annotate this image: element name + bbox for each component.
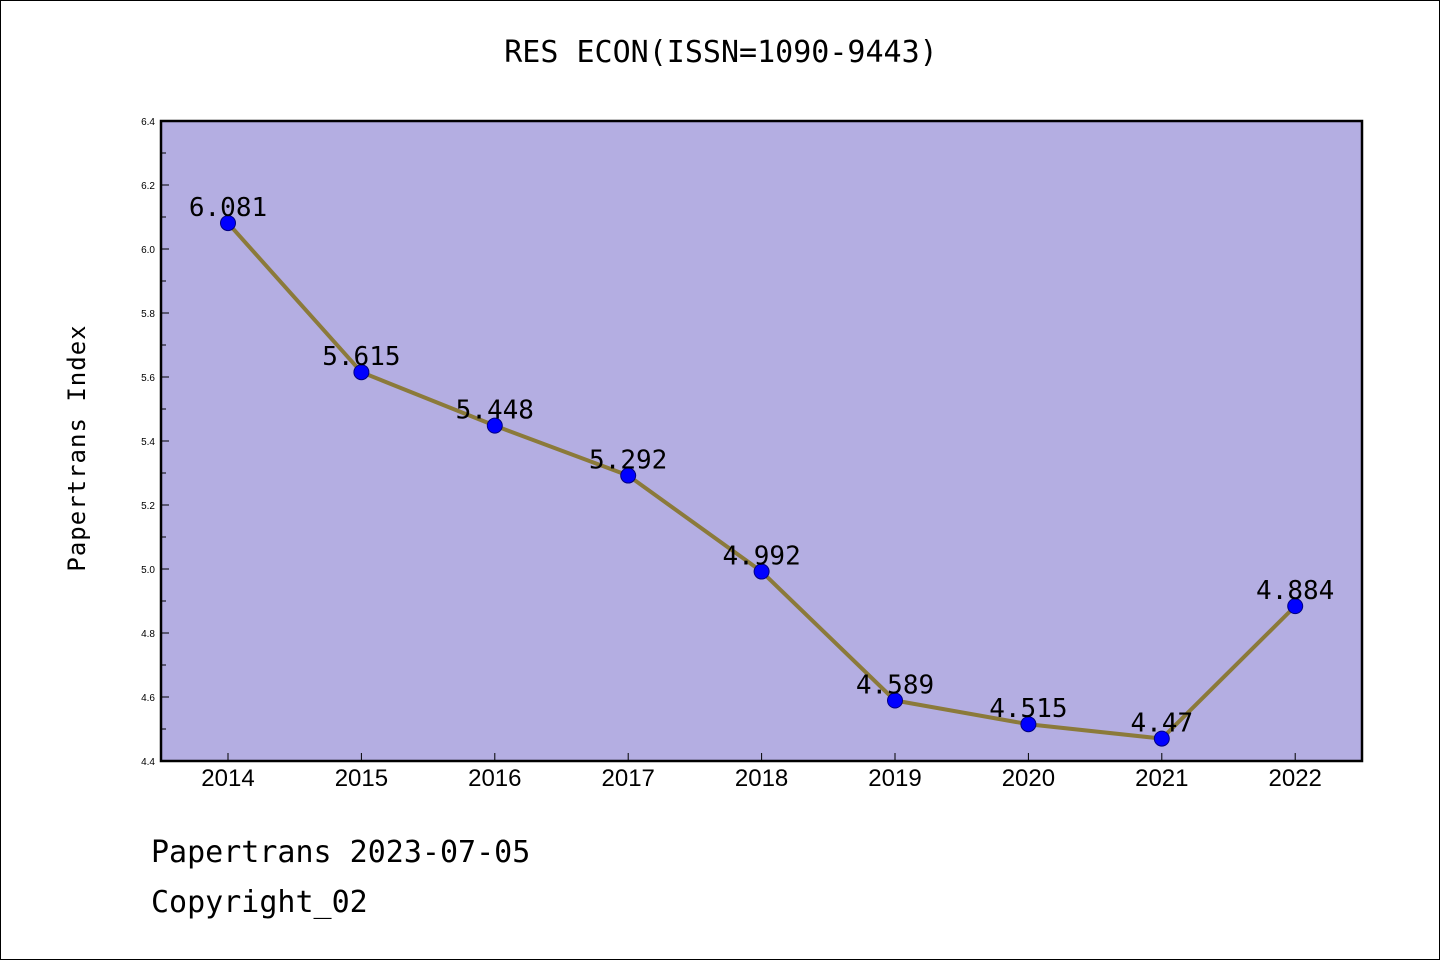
- plot-border: [159, 119, 1364, 763]
- data-point: [887, 692, 903, 709]
- data-label: 5.615: [322, 342, 400, 372]
- data-point: [620, 467, 637, 484]
- data-point: [353, 364, 370, 381]
- x-tick-label: 2015: [335, 765, 388, 792]
- y-tick-label: 5.2: [141, 501, 155, 512]
- data-label: 5.292: [589, 446, 667, 476]
- x-tick-label: 2020: [1002, 765, 1055, 792]
- x-tick-label: 2021: [1135, 765, 1188, 792]
- x-tick-label: 2022: [1269, 765, 1322, 792]
- y-tick-label: 5.0: [141, 565, 155, 576]
- footer-date: Papertrans 2023-07-05: [151, 835, 531, 870]
- x-tick-label: 2017: [602, 765, 655, 792]
- data-point: [753, 563, 770, 580]
- y-tick-label: 5.6: [141, 373, 155, 384]
- data-point: [1020, 716, 1037, 733]
- data-label: 5.448: [456, 396, 534, 426]
- y-tick-label: 6.4: [141, 117, 155, 128]
- y-tick-label: 4.8: [141, 629, 155, 640]
- y-tick-label: 5.4: [141, 437, 155, 448]
- chart-title: RES ECON(ISSN=1090-9443): [504, 35, 938, 70]
- data-label: 4.884: [1256, 576, 1334, 606]
- plot-area: [161, 121, 1362, 761]
- y-tick-label: 4.4: [141, 757, 155, 768]
- x-tick-label: 2019: [868, 765, 921, 792]
- y-tick-label: 4.6: [141, 693, 155, 704]
- y-tick-label: 6.2: [141, 181, 155, 192]
- data-label: 4.992: [722, 542, 800, 572]
- data-label: 4.47: [1130, 709, 1193, 739]
- data-point: [486, 417, 503, 434]
- x-tick-label: 2014: [201, 765, 254, 792]
- data-point: [220, 215, 236, 232]
- y-tick-label: 6.0: [141, 245, 155, 256]
- x-tick-label: 2016: [468, 765, 521, 792]
- data-point: [1287, 598, 1304, 615]
- data-label: 4.515: [989, 694, 1067, 724]
- footer-copyright: Copyright_02: [151, 885, 368, 920]
- data-point: [1153, 730, 1170, 747]
- data-label: 4.589: [856, 671, 934, 701]
- data-label: 6.081: [189, 193, 267, 223]
- y-tick-label: 5.8: [141, 309, 155, 320]
- x-tick-label: 2018: [735, 765, 788, 792]
